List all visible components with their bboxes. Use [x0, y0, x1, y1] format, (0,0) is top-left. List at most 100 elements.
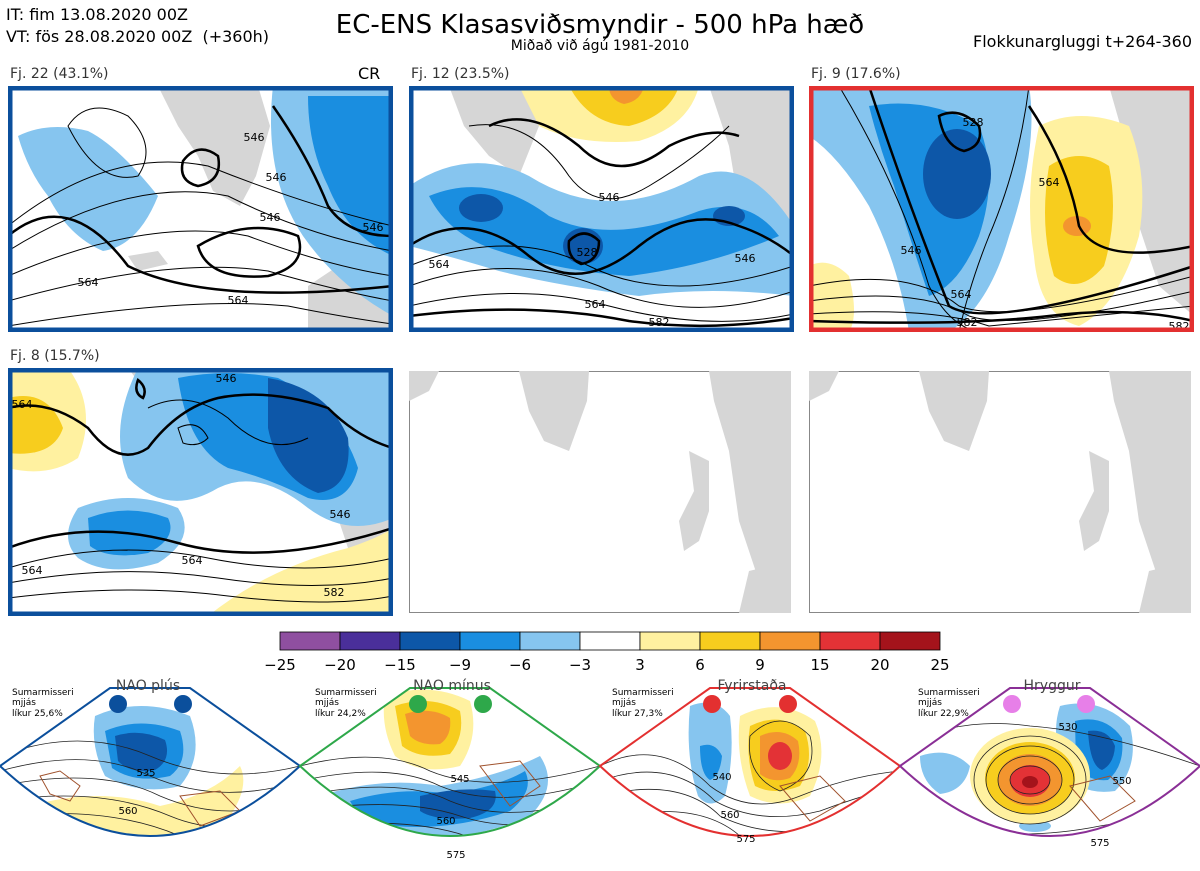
empty-map-2 — [809, 371, 1191, 613]
regime-border — [598, 687, 902, 837]
regime-period: mjjás — [12, 698, 36, 708]
colorbar-tick-label: 25 — [930, 656, 949, 674]
regime-probability: líkur 27,3% — [612, 709, 663, 719]
regime-blocking: Fyrirstaða Sumarmisseri mjjás líkur 27,3… — [598, 678, 902, 845]
colorbar-swatch — [579, 631, 641, 651]
regime-dot — [779, 695, 797, 713]
regime-period: mjjás — [315, 698, 339, 708]
contour-label: 540 — [712, 772, 731, 783]
regime-border — [898, 687, 1200, 837]
empty-map-1 — [409, 371, 791, 613]
colorbar-tick-label: −3 — [569, 656, 591, 674]
contour-label: 546 — [260, 211, 281, 224]
regime-probability: líkur 25,6% — [12, 709, 63, 719]
panel-4-map: 564 546 546 564 582 564 — [8, 368, 393, 616]
regime-season: Sumarmisseri — [315, 688, 377, 698]
contour-label: 564 — [951, 288, 972, 301]
panel-3-border — [809, 86, 1194, 332]
panel-3-label: Fj. 9 (17.6%) — [811, 66, 901, 82]
regime-period: mjjás — [918, 698, 942, 708]
contour-label: 560 — [720, 810, 739, 821]
contour-label: 564 — [78, 276, 99, 289]
panel-1-map: 546 546 546 564 564 546 — [8, 86, 393, 332]
page-title: EC-ENS Klasasviðsmyndir - 500 hPa hæð — [335, 10, 865, 40]
contour-label: 550 — [1112, 776, 1131, 787]
colorbar-tick-label: −9 — [449, 656, 471, 674]
contour-label: 546 — [599, 191, 620, 204]
colorbar-swatch — [459, 631, 521, 651]
contour-label: 546 — [244, 131, 265, 144]
regime-dot — [174, 695, 192, 713]
regime-dot — [474, 695, 492, 713]
contour-label: 528 — [963, 116, 984, 129]
regime-season: Sumarmisseri — [612, 688, 674, 698]
contour-label: 564 — [1039, 176, 1060, 189]
panel-4-label: Fj. 8 (15.7%) — [10, 348, 100, 364]
contour-label: 546 — [266, 171, 287, 184]
colorbar-tick-label: 20 — [870, 656, 889, 674]
colorbar-tick-label: −15 — [384, 656, 416, 674]
regime-ridge: Hryggur Sumarmisseri mjjás líkur 22,9% 5… — [898, 678, 1200, 849]
regime-border — [298, 687, 602, 837]
contour-label: 575 — [736, 834, 755, 845]
classification-window: Flokkunargluggi t+264-360 — [973, 32, 1192, 51]
colorbar-swatch — [519, 631, 581, 651]
colorbar-swatches — [279, 631, 941, 651]
regime-dot — [109, 695, 127, 713]
contour-label: 575 — [1090, 838, 1109, 849]
panel-1-tag: CR — [358, 64, 381, 83]
regime-nao-minus: NAO mínus Sumarmisseri mjjás líkur 24,2%… — [298, 678, 602, 861]
regime-title: Hryggur — [1024, 678, 1081, 694]
valid-time: VT: fös 28.08.2020 00Z (+360h) — [6, 27, 270, 46]
regime-probability: líkur 24,2% — [315, 709, 366, 719]
regime-dot — [409, 695, 427, 713]
contour-label: 560 — [118, 806, 137, 817]
regime-period: mjjás — [612, 698, 636, 708]
regime-title: NAO plús — [116, 678, 180, 694]
page-subtitle: Miðað við ágú 1981-2010 — [510, 38, 690, 54]
panel-3-map: 528 546 564 564 582 582 — [809, 86, 1194, 332]
regime-border — [0, 687, 302, 837]
colorbar-swatch — [879, 631, 941, 651]
colorbar-tick-label: −25 — [264, 656, 296, 674]
colorbar-tick-label: 6 — [695, 656, 705, 674]
contour-label: 528 — [577, 246, 598, 259]
header-info: IT: fim 13.08.2020 00Z VT: fös 28.08.202… — [6, 4, 269, 48]
panel-2-map: 546 528 564 564 546 582 — [409, 86, 794, 332]
contour-label: 564 — [182, 554, 203, 567]
colorbar-tick-label: 3 — [635, 656, 645, 674]
regime-probability: líkur 22,9% — [918, 709, 969, 719]
contour-label: 546 — [901, 244, 922, 257]
contour-label: 582 — [649, 316, 670, 329]
colorbar-swatch — [819, 631, 881, 651]
contour-label: 545 — [450, 774, 469, 785]
regime-dot — [703, 695, 721, 713]
colorbar-ticks: −25 −20 −15 −9 −6 −3 3 6 9 15 20 25 — [264, 656, 949, 674]
panel-1-label: Fj. 22 (43.1%) — [10, 66, 109, 82]
regime-title: Fyrirstaða — [718, 678, 787, 694]
colorbar-swatch — [279, 631, 341, 651]
colorbar-tick-label: −6 — [509, 656, 531, 674]
contour-label: 546 — [330, 508, 351, 521]
colorbar: −25 −20 −15 −9 −6 −3 3 6 9 15 20 25 — [264, 631, 950, 674]
colorbar-tick-label: 15 — [810, 656, 829, 674]
contour-label: 546 — [363, 221, 384, 234]
contour-label: 575 — [446, 850, 465, 861]
contour-label: 535 — [136, 768, 155, 779]
colorbar-swatch — [639, 631, 701, 651]
panel-2-border — [409, 86, 794, 332]
regime-dot — [1003, 695, 1021, 713]
colorbar-swatch — [759, 631, 821, 651]
contour-label: 546 — [735, 252, 756, 265]
panel-4-border — [8, 368, 393, 616]
contour-label: 546 — [216, 372, 237, 385]
contour-label: 564 — [585, 298, 606, 311]
colorbar-swatch — [699, 631, 761, 651]
colorbar-swatch — [339, 631, 401, 651]
contour-label: 564 — [12, 398, 33, 411]
colorbar-tick-label: 9 — [755, 656, 765, 674]
regime-season: Sumarmisseri — [918, 688, 980, 698]
colorbar-swatch — [399, 631, 461, 651]
regime-nao-plus: NAO plús Sumarmisseri mjjás líkur 25,6% … — [0, 678, 302, 837]
contour-label: 582 — [957, 316, 978, 329]
